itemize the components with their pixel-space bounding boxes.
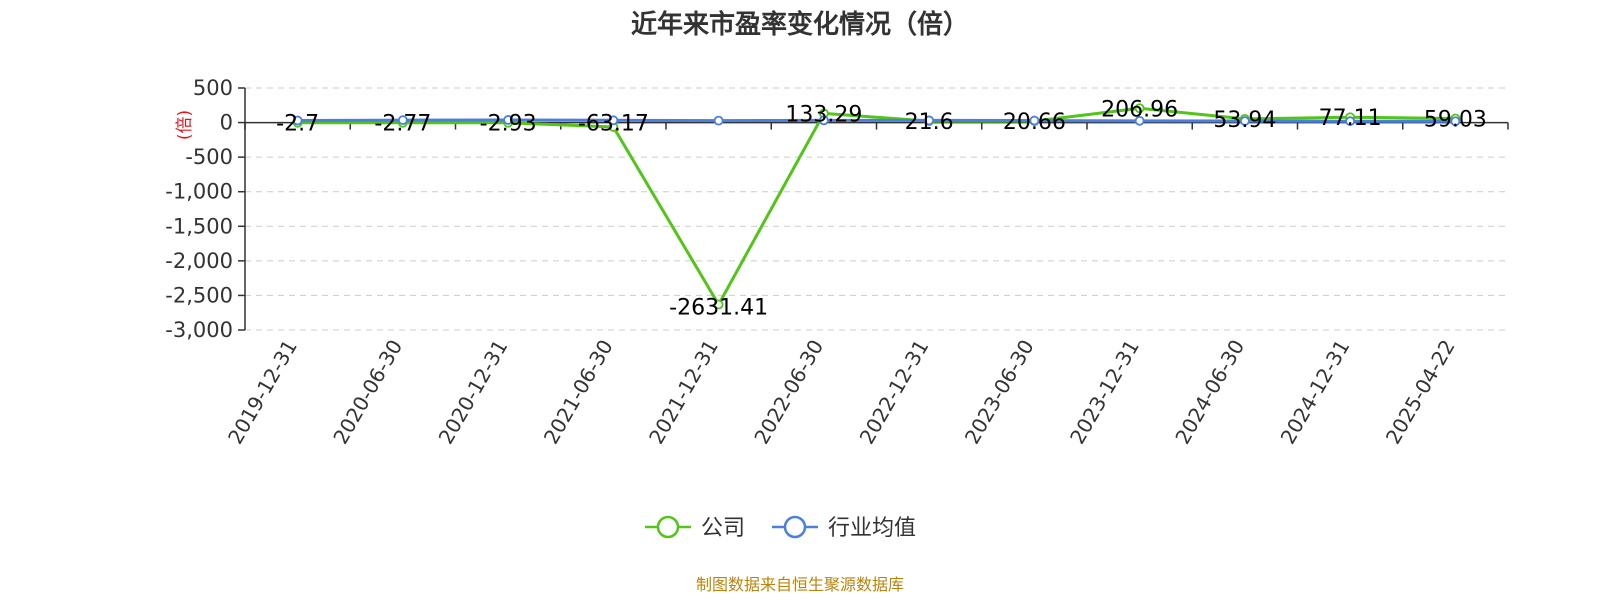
x-tick-label: 2024-12-31	[1276, 336, 1355, 449]
x-tick-label: 2021-12-31	[644, 336, 723, 449]
industry-point	[292, 115, 303, 126]
data-label: -2.7	[276, 112, 319, 137]
data-label: -63.17	[578, 112, 649, 137]
y-tick-label: -3,000	[165, 318, 233, 342]
industry-point	[1134, 115, 1145, 126]
legend-item-industry[interactable]: 行业均值	[772, 515, 916, 541]
company-point	[713, 299, 724, 310]
y-axis-label: (倍)	[175, 110, 195, 140]
y-tick-label: -1,500	[165, 214, 233, 238]
industry-point	[924, 115, 935, 126]
y-tick-label: -1,000	[165, 180, 233, 204]
series-line-industry	[297, 118, 1456, 123]
y-tick-label: -500	[185, 145, 233, 169]
x-tick-label: 2024-06-30	[1170, 336, 1249, 449]
series-lines	[292, 103, 1461, 310]
data-label: 20.66	[1003, 110, 1066, 135]
data-label: 133.29	[785, 102, 862, 127]
x-tick-label: 2022-06-30	[749, 336, 828, 449]
industry-point	[503, 115, 514, 125]
company-point	[1134, 103, 1145, 114]
data-label: -2631.41	[669, 296, 768, 321]
industry-point	[818, 115, 829, 126]
data-label: -2.93	[480, 112, 537, 137]
data-label: -2.77	[374, 112, 431, 137]
data-label: 53.94	[1213, 108, 1276, 133]
x-tick-label: 2023-06-30	[960, 336, 1039, 449]
industry-point	[397, 115, 408, 126]
legend-marker	[783, 515, 807, 539]
industry-point	[1239, 116, 1250, 126]
chart-title: 近年来市盈率变化情况（倍）	[631, 9, 969, 40]
series-line-company	[297, 106, 1456, 307]
gridlines	[245, 87, 1508, 331]
data-labels: -2.7 -2.77 -2.93 -63.17 -2631.41 133.29 21.6 20…	[276, 97, 1487, 320]
legend[interactable]: 公司 行业均值	[645, 515, 916, 541]
industry-point	[1345, 116, 1356, 127]
x-tick-labels: 2019-12-31 2020-06-30 2020-12-31 2021-06-30…	[223, 336, 1460, 449]
industry-point	[713, 115, 724, 126]
legend-item-company[interactable]: 公司	[645, 515, 745, 541]
legend-label: 行业均值	[828, 516, 916, 541]
industry-point	[1029, 115, 1040, 126]
y-tick-label: 500	[193, 76, 233, 100]
data-label: 77.11	[1319, 106, 1382, 131]
x-tick-label: 2025-04-22	[1381, 336, 1460, 449]
x-tick-label: 2023-12-31	[1065, 336, 1144, 449]
x-tick-label: 2022-12-31	[855, 336, 934, 449]
data-label: 21.6	[905, 110, 954, 135]
industry-point	[1450, 116, 1461, 127]
y-tick-label: -2,500	[165, 283, 233, 307]
data-label: 206.96	[1101, 97, 1178, 122]
source-note: 制图数据来自恒生聚源数据库	[696, 575, 904, 594]
legend-marker	[656, 515, 680, 539]
data-label: 59.03	[1424, 107, 1487, 132]
y-tick-label: 0	[220, 111, 233, 135]
y-tick-labels: 500 0 -500 -1,000 -1,500 -2,000 -2,500 -3,000	[165, 76, 233, 342]
industry-point	[608, 115, 619, 126]
x-tick-label: 2019-12-31	[223, 336, 302, 449]
legend-label: 公司	[701, 516, 745, 541]
x-tick-label: 2021-06-30	[539, 336, 618, 449]
y-tick-label: -2,000	[165, 249, 233, 273]
x-tick-label: 2020-12-31	[434, 336, 513, 449]
x-tick-label: 2020-06-30	[328, 336, 407, 449]
